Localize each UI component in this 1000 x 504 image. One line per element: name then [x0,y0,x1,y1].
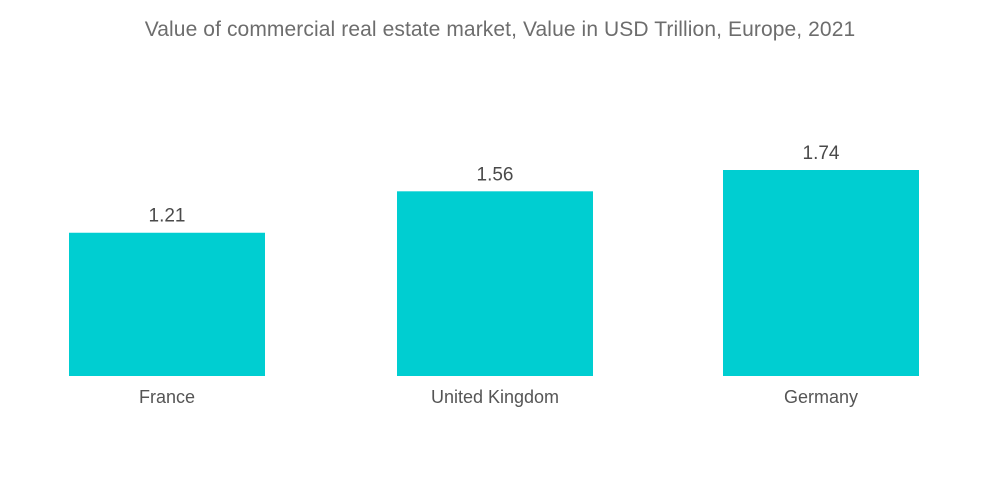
bar-france [69,232,265,376]
bar-germany [723,170,919,376]
data-label-germany: 1.74 [803,143,840,164]
x-tick-label-united-kingdom: United Kingdom [431,387,559,407]
bar-united-kingdom [397,191,593,376]
x-tick-label-germany: Germany [784,387,858,407]
chart-title: Value of commercial real estate market, … [144,18,856,41]
x-tick-label-france: France [139,387,195,407]
data-label-france: 1.21 [149,206,186,227]
data-label-united-kingdom: 1.56 [477,164,514,185]
